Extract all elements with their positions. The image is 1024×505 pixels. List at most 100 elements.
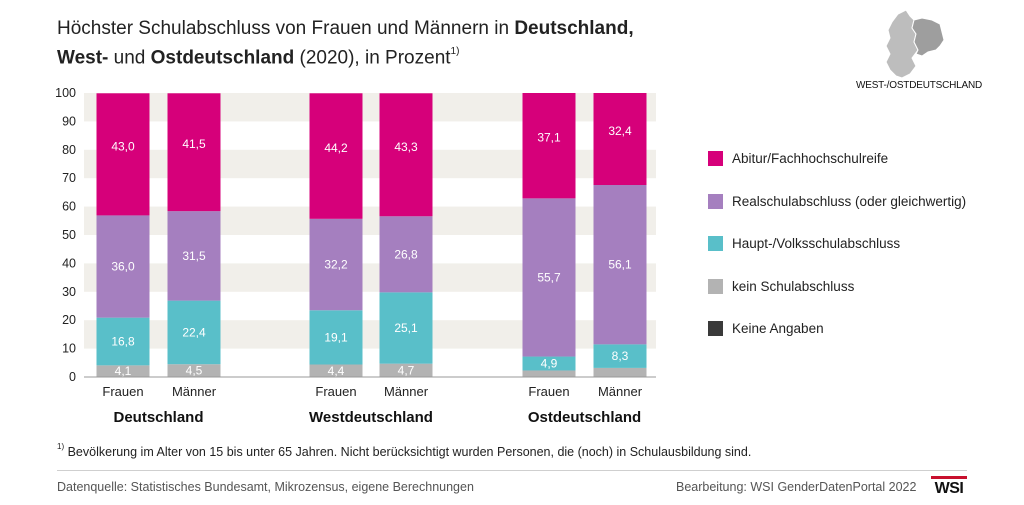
legend-label: Haupt-/Volksschulabschluss <box>732 235 901 251</box>
data-label: 55,7 <box>537 270 561 284</box>
group-label: Westdeutschland <box>309 409 433 426</box>
group-label: Deutschland <box>113 409 203 426</box>
bar-segment-real <box>309 218 363 311</box>
bar-segment-real <box>167 211 221 301</box>
chart-title: Höchster Schulabschluss von Frauen und M… <box>57 16 657 70</box>
data-label: 25,1 <box>394 321 418 335</box>
legend-label: Abitur/Fachhochschulreife <box>732 150 889 166</box>
y-tick-label: 80 <box>62 143 76 157</box>
bar-segment-abitur <box>309 93 363 219</box>
bar-segment-haupt <box>96 317 150 366</box>
data-label: 4,9 <box>541 357 558 371</box>
legend-item-abitur: Abitur/Fachhochschulreife <box>708 148 888 168</box>
data-label: 37,1 <box>537 131 561 145</box>
bar-segment-kein <box>522 370 576 377</box>
legend-swatch <box>708 278 723 294</box>
category-label: Frauen <box>315 384 356 399</box>
y-tick-label: 70 <box>62 171 76 185</box>
data-label: 4,4 <box>328 364 345 378</box>
category-labels: Frauen Männer Frauen Männer Frauen Männer <box>102 384 642 399</box>
data-label: 56,1 <box>608 258 632 272</box>
category-label: Männer <box>598 384 643 399</box>
credit-note: Bearbeitung: WSI GenderDatenPortal 2022 <box>676 480 917 494</box>
y-tick-label: 90 <box>62 114 76 128</box>
bar-segment-kein <box>379 363 433 377</box>
bar-segment-real <box>96 215 150 318</box>
y-tick-label: 30 <box>62 285 76 299</box>
bar-segment-kein <box>593 367 647 377</box>
legend-label: Realschulabschluss (oder gleichwertig) <box>732 193 967 209</box>
source-note: Datenquelle: Statistisches Bundesamt, Mi… <box>57 480 474 494</box>
data-label: 32,4 <box>608 124 632 138</box>
legend-item-real: Realschulabschluss (oder gleichwertig) <box>708 191 966 211</box>
east-germany-shape <box>911 17 945 57</box>
y-tick-label: 60 <box>62 200 76 214</box>
legend-item-kein: kein Schulabschluss <box>708 276 854 296</box>
map-label: WEST-/OSTDEUTSCHLAND <box>856 80 983 91</box>
category-label: Männer <box>384 384 429 399</box>
bar-segment-real <box>522 198 576 357</box>
bar-segment-haupt <box>167 300 221 365</box>
data-label: 4,5 <box>186 364 203 378</box>
data-label: 26,8 <box>394 247 418 261</box>
bar-segment-kein <box>167 364 221 377</box>
y-tick-label: 50 <box>62 228 76 242</box>
bar-segment-kein <box>96 365 150 377</box>
legend-swatch <box>708 235 723 251</box>
legend-item-haupt: Haupt-/Volksschulabschluss <box>708 233 900 253</box>
data-label: 43,0 <box>111 139 135 153</box>
y-tick-label: 40 <box>62 256 76 270</box>
bar-segment-kein <box>309 364 363 377</box>
bar-segment-abitur <box>167 93 221 212</box>
group-label: Ostdeutschland <box>528 409 641 426</box>
legend-swatch <box>708 150 723 166</box>
bar-segment-abitur <box>522 93 576 199</box>
title-footnote-mark: 1) <box>450 46 460 57</box>
y-tick-label: 10 <box>62 342 76 356</box>
data-label: 8,3 <box>612 349 629 363</box>
bar-segment-haupt <box>593 344 647 368</box>
y-tick-label: 100 <box>55 86 76 100</box>
bar-segment-real <box>379 216 433 293</box>
legend-label: kein Schulabschluss <box>732 278 855 294</box>
footnote-mark: 1) <box>57 442 65 451</box>
footer-divider <box>57 470 967 471</box>
title-text-suffix: (2020), in Prozent <box>294 47 451 69</box>
bar-segment-abitur <box>96 93 150 216</box>
y-tick-label: 20 <box>62 313 76 327</box>
data-label: 41,5 <box>182 137 206 151</box>
title-bold-west: West- <box>57 47 109 69</box>
y-tick-label: 0 <box>69 370 76 384</box>
category-label: Frauen <box>102 384 143 399</box>
data-label: 4,1 <box>115 364 132 378</box>
wsi-logo: WSI <box>931 476 967 498</box>
data-label: 31,5 <box>182 249 206 263</box>
group-labels: Deutschland Westdeutschland Ostdeutschland <box>113 409 641 426</box>
data-label: 32,2 <box>324 258 348 272</box>
category-label: Frauen <box>528 384 569 399</box>
footnote-text: Bevölkerung im Alter von 15 bis unter 65… <box>64 445 752 460</box>
legend-swatch <box>708 193 723 209</box>
title-bold-deutschland: Deutschland, <box>514 18 634 39</box>
category-label: Männer <box>172 384 217 399</box>
bar-segment-haupt <box>522 356 576 371</box>
bars: 4,1 16,8 36,0 43,0 4,5 22,4 31,5 41,5 4,4 19,1 32,… <box>96 93 647 378</box>
bar-segment-haupt <box>309 310 363 365</box>
legend-swatch <box>708 320 723 336</box>
data-label: 19,1 <box>324 330 348 344</box>
data-label: 43,3 <box>394 140 418 154</box>
data-label: 4,7 <box>398 363 415 377</box>
bar-segment-abitur <box>593 93 647 186</box>
title-text: Höchster Schulabschluss von Frauen und M… <box>57 18 515 39</box>
legend-item-keine: Keine Angaben <box>708 318 824 338</box>
germany-map-icon <box>852 6 972 106</box>
data-label: 16,8 <box>111 335 135 349</box>
bar-segment-haupt <box>379 292 433 364</box>
footnote: 1) Bevölkerung im Alter von 15 bis unter… <box>57 442 752 460</box>
bar-segment-real <box>593 185 647 345</box>
data-label: 22,4 <box>182 325 206 339</box>
bar-segment-abitur <box>379 93 433 217</box>
legend-label: Keine Angaben <box>732 320 824 336</box>
title-bold-ost: Ostdeutschland <box>150 47 295 69</box>
